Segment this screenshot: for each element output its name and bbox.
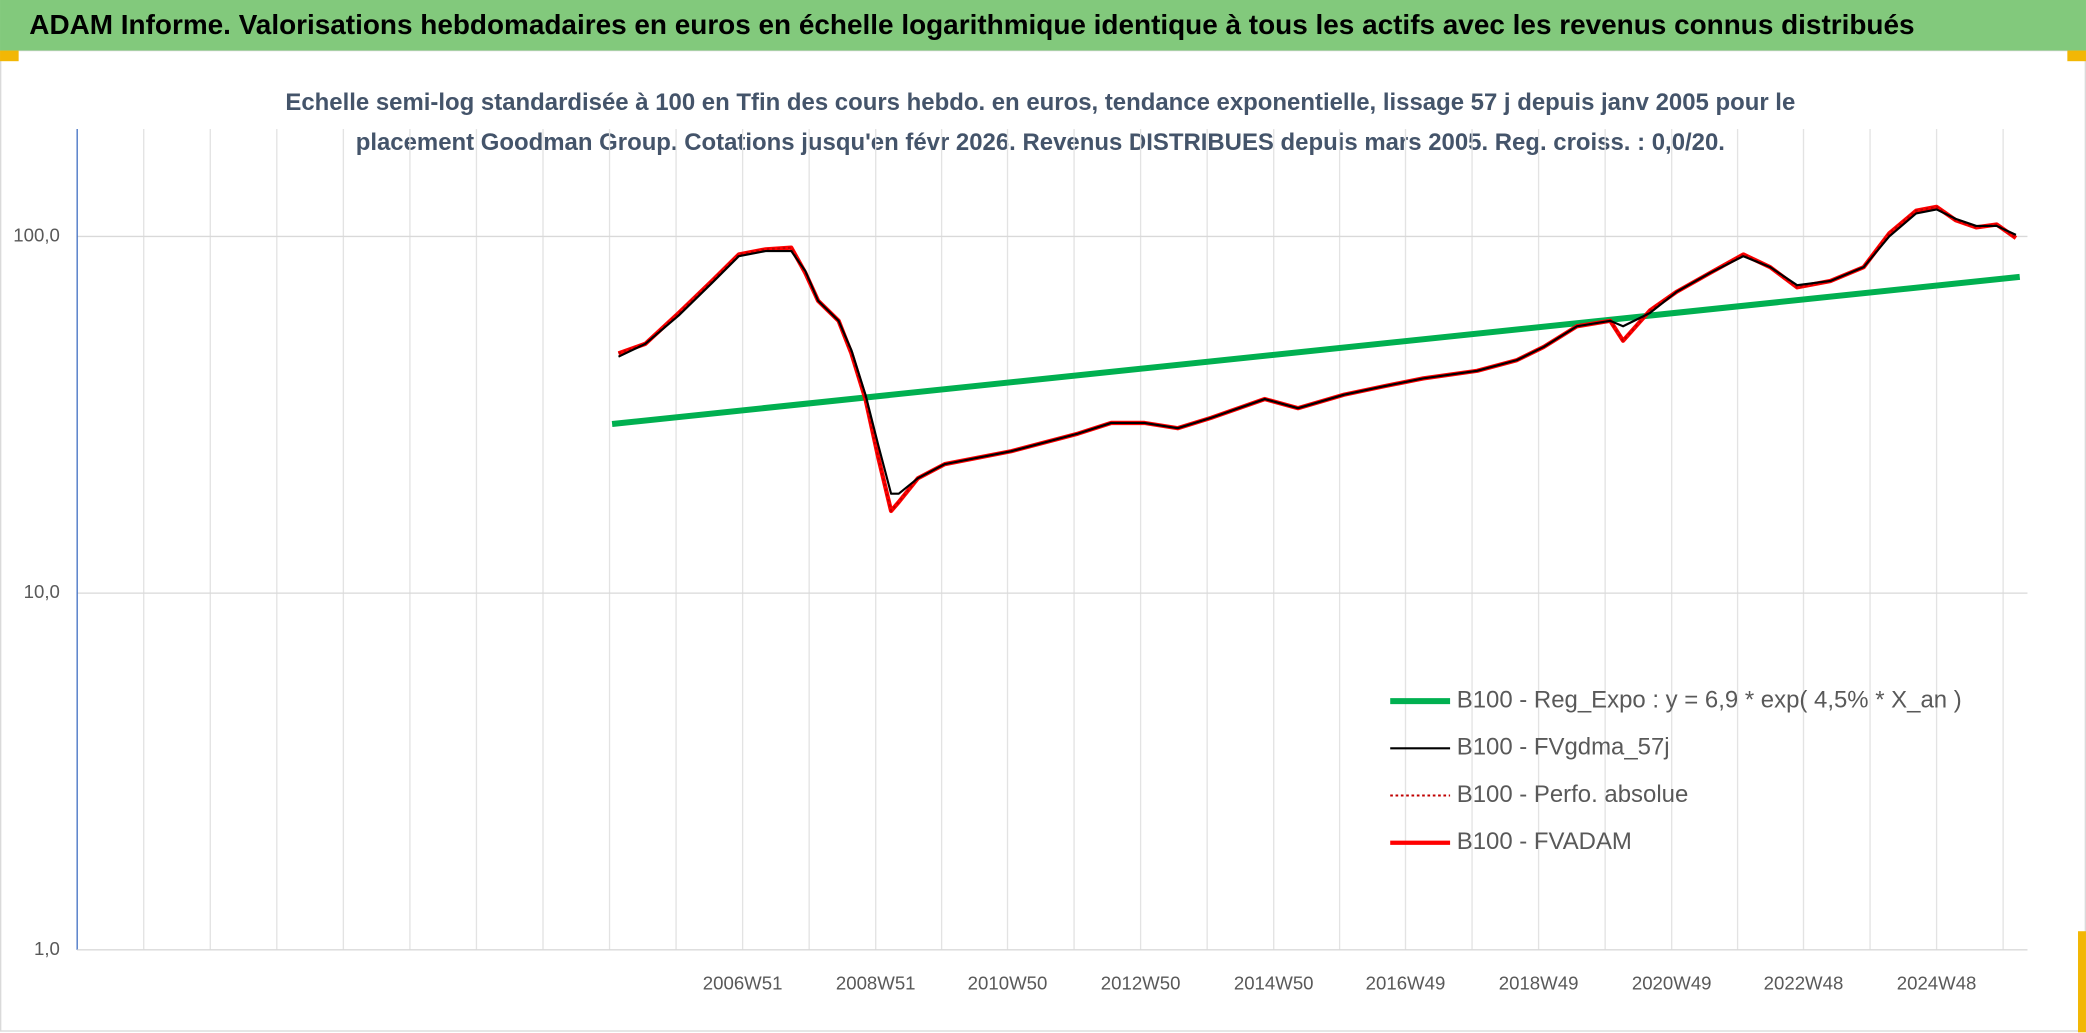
x-tick-label: 2016W49 <box>1366 972 1446 993</box>
x-tick-label: 2012W50 <box>1101 972 1181 993</box>
series-line <box>618 208 2017 495</box>
x-tick-label: 2008W51 <box>836 972 916 993</box>
series-line <box>611 273 2021 427</box>
header-bar <box>0 0 2086 51</box>
x-tick-label: 2014W50 <box>1234 972 1314 993</box>
x-tick-label: 2020W49 <box>1632 972 1712 993</box>
x-tick-label: 2010W50 <box>968 972 1048 993</box>
chart-subtitle: placement Goodman Group. Cotations jusqu… <box>356 129 1725 156</box>
y-tick-label: 1,0 <box>34 938 60 959</box>
legend-label: B100 - Perfo. absolue <box>1457 781 1689 808</box>
corner <box>2067 50 2086 62</box>
x-tick-label: 2006W51 <box>703 972 783 993</box>
legend-label: B100 - FVADAM <box>1457 828 1632 855</box>
chart-title: ADAM Informe. Valorisations hebdomadaire… <box>29 9 1914 40</box>
x-tick-label: 2022W48 <box>1764 972 1844 993</box>
chart-subtitle: Echelle semi-log standardisée à 100 en T… <box>285 89 1795 116</box>
x-tick-label: 2024W48 <box>1897 972 1977 993</box>
legend-label: B100 - FVgdma_57j <box>1457 734 1670 761</box>
legend-label: B100 - Reg_Expo : y = 6,9 * exp( 4,5% * … <box>1457 686 1962 713</box>
corner <box>0 50 19 62</box>
y-tick-label: 10,0 <box>24 581 60 602</box>
x-tick-label: 2018W49 <box>1499 972 1579 993</box>
y-tick-label: 100,0 <box>13 224 60 245</box>
corner <box>2077 931 2086 1033</box>
